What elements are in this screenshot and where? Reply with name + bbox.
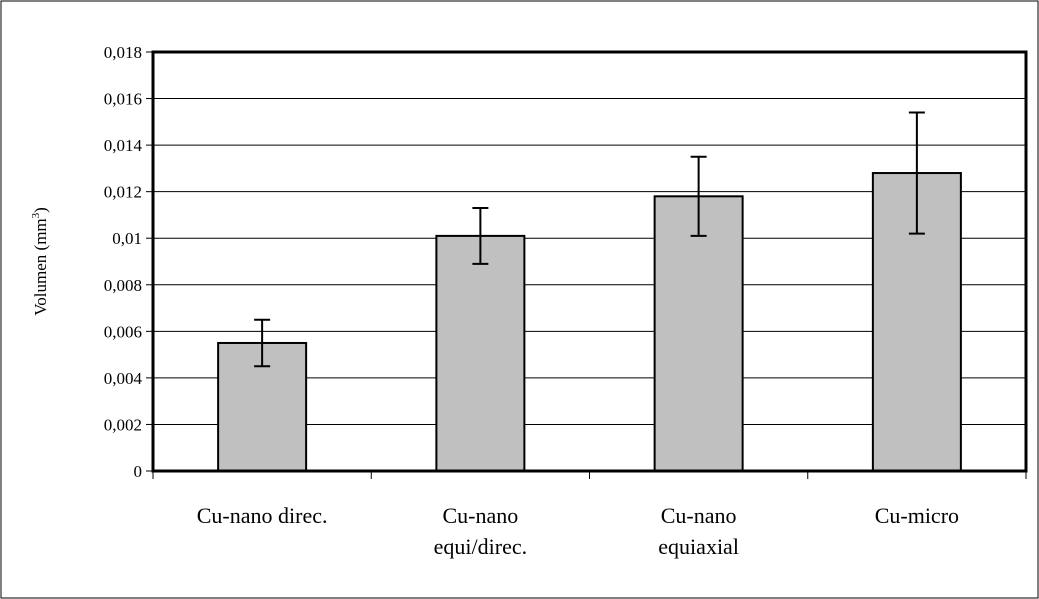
y-axis-title: Volumen (mm3) [30, 207, 50, 316]
x-category-label: Cu-nano direc. [197, 503, 328, 528]
error-bar [690, 155, 707, 237]
x-category-label-line: Cu-nano [661, 503, 737, 528]
y-tick-label: 0,018 [104, 43, 142, 62]
x-axis-categories: Cu-nano direc. Cu-nano equi/direc. Cu-nano e… [197, 503, 959, 559]
error-bar [908, 111, 925, 235]
x-category-label: Cu-nano equiaxial [658, 503, 739, 559]
error-bar [254, 318, 271, 368]
y-tick-label: 0,002 [104, 415, 142, 434]
y-tick-label: 0,01 [112, 229, 142, 248]
x-category-label-line: Cu-nano direc. [197, 503, 328, 528]
y-tick-label: 0,014 [104, 136, 143, 155]
error-bars-group [254, 111, 925, 368]
x-category-label-line: equi/direc. [434, 534, 527, 559]
y-tick-label: 0,016 [104, 90, 142, 109]
error-bar [472, 206, 489, 265]
bar [435, 234, 526, 472]
bar [653, 195, 744, 472]
y-tick-label: 0 [134, 462, 143, 481]
y-tick-label: 0,006 [104, 322, 142, 341]
x-category-label-line: equiaxial [658, 534, 739, 559]
y-tick-label: 0,008 [104, 276, 142, 295]
y-axis-ticks: 0 0,002 0,004 0,006 0,008 0,01 0,012 0,014 0,016… [104, 43, 153, 481]
y-tick-label: 0,004 [104, 369, 143, 388]
x-axis-ticks [152, 471, 1027, 479]
x-category-label: Cu-micro [875, 503, 959, 528]
x-category-label-line: Cu-micro [875, 503, 959, 528]
y-tick-label: 0,012 [104, 183, 142, 202]
x-category-label-line: Cu-nano [442, 503, 518, 528]
x-category-label: Cu-nano equi/direc. [434, 503, 527, 559]
